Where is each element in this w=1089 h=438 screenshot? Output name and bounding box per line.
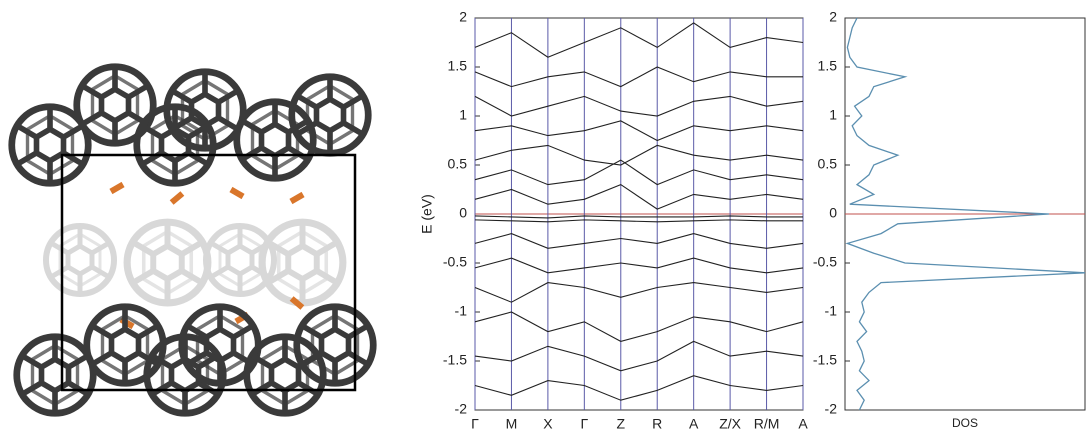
y-tick-label: 2 (459, 9, 467, 25)
structure-image (12, 67, 374, 414)
x-axis-label: DOS (952, 416, 978, 430)
band-line (475, 312, 803, 341)
band-line (475, 96, 803, 116)
x-tick-label: Z (616, 416, 625, 432)
x-tick-label: Γ (471, 416, 479, 432)
x-tick-label: R/M (754, 416, 780, 432)
x-tick-label: M (506, 416, 518, 432)
band-line (475, 185, 803, 210)
y-tick-label: 0.5 (448, 156, 468, 172)
x-tick-label: R (652, 416, 662, 432)
band-line (475, 67, 803, 87)
band-line (475, 283, 803, 303)
band-line (475, 234, 803, 249)
figure: -2 -1.5 -1 -0.5 0 0.5 1 1.5 2 Γ M X Γ Z R A Z/X R/M A E (eV… (0, 0, 1089, 438)
band-line (475, 145, 803, 165)
band-line (475, 220, 803, 222)
band-line (475, 23, 803, 57)
band-line (475, 121, 803, 141)
x-tick-label: Z/X (719, 416, 741, 432)
y-tick-label: 1.5 (818, 58, 838, 74)
y-tick-label: -0.5 (813, 254, 837, 270)
y-tick-label: 0 (829, 205, 837, 221)
y-tick-label: 2 (829, 9, 837, 25)
x-tick-label: X (543, 416, 553, 432)
y-tick-label: 1.5 (448, 58, 468, 74)
y-tick-label: -2 (455, 401, 468, 417)
band-line (475, 341, 803, 370)
band-line (475, 160, 803, 185)
x-tick-label: A (798, 416, 808, 432)
band-line (475, 258, 803, 273)
band-line (475, 376, 803, 401)
y-tick-label: 1 (459, 107, 467, 123)
y-tick-label: -1.5 (443, 352, 467, 368)
y-tick-label: -1.5 (813, 352, 837, 368)
y-tick-label: 0.5 (818, 156, 838, 172)
y-tick-label: -1 (825, 303, 838, 319)
y-tick-label: -0.5 (443, 254, 467, 270)
x-tick-label: A (689, 416, 699, 432)
x-tick-label: Γ (580, 416, 588, 432)
y-tick-label: -2 (825, 401, 838, 417)
y-tick-label: 0 (459, 205, 467, 221)
band-line (475, 216, 803, 218)
y-tick-label: 1 (829, 107, 837, 123)
y-tick-label: -1 (455, 303, 468, 319)
y-axis-label: E (eV) (419, 194, 435, 234)
